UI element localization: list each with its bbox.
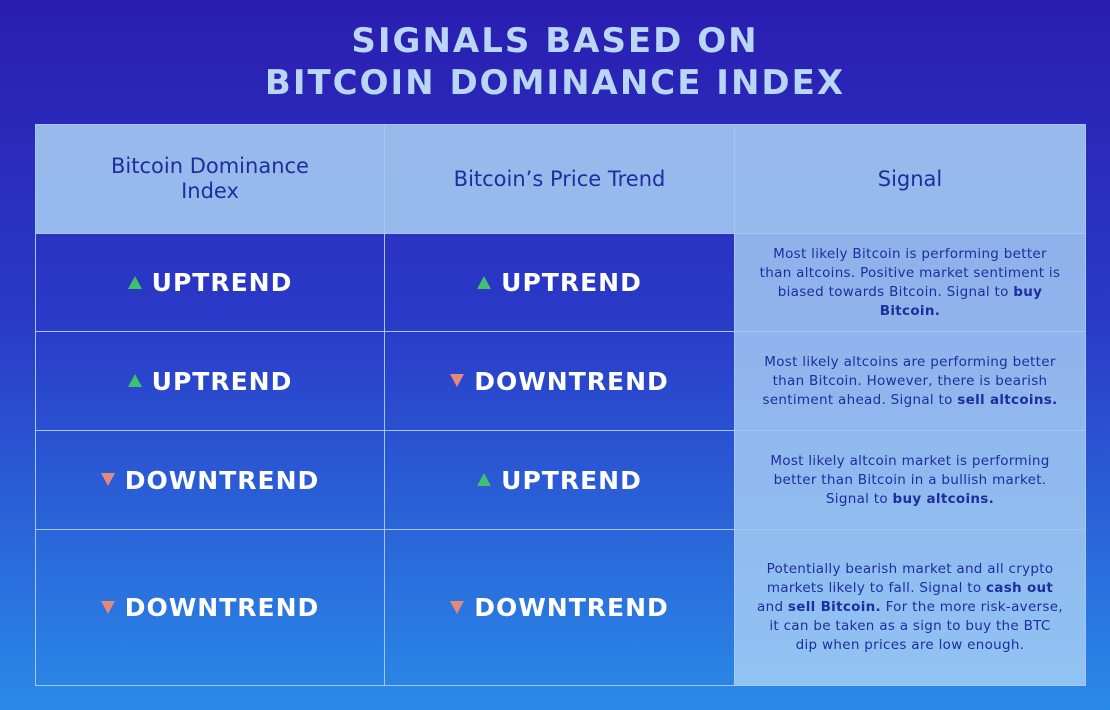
signal-text: Most likely altcoin market is performing… <box>770 452 1050 507</box>
table-row: UPTREND UPTREND Most likely Bitcoin is per… <box>35 233 1086 332</box>
signal-text: buy altcoins. <box>892 490 995 507</box>
signal-cell: Most likely altcoin market is performing… <box>734 430 1086 530</box>
title-line: SIGNALS BASED ON <box>351 21 759 61</box>
trend-label: UPTREND <box>151 366 293 396</box>
trend-arrow <box>450 600 465 614</box>
trend-cell: DOWNTREND <box>384 529 735 686</box>
trend-arrow <box>100 473 115 486</box>
trend-cell: UPTREND <box>384 430 735 530</box>
signal-text: and <box>757 599 788 615</box>
signal-text: Most likely altcoins are performing bett… <box>762 353 1056 408</box>
trend-cell: DOWNTREND <box>384 331 735 431</box>
signal-cell: Potentially bearish market and all crypt… <box>734 529 1086 686</box>
signal-cell: Most likely altcoins are performing bett… <box>734 331 1086 431</box>
title: SIGNALS BASED ON BITCOIN DOMINANCE INDEX <box>0 20 1110 104</box>
trend-label: DOWNTREND <box>474 366 669 396</box>
signal-cell: Most likely Bitcoin is performing better… <box>734 233 1086 332</box>
table-row: UPTREND DOWNTREND Most likely altcoins are… <box>35 331 1086 431</box>
trend-arrow <box>477 275 492 289</box>
trend-label: UPTREND <box>151 268 293 297</box>
table-row: DOWNTREND DOWNTREND Potentially bearish ma… <box>35 529 1086 686</box>
trend-cell: UPTREND <box>35 233 385 332</box>
column-header: Bitcoin’s Price Trend <box>384 124 735 234</box>
title-line: BITCOIN DOMINANCE INDEX <box>264 63 846 103</box>
signal-text: sell Bitcoin. <box>787 599 881 615</box>
signal-text: cash out <box>985 580 1054 596</box>
trend-label: UPTREND <box>501 268 642 297</box>
signal-text: buy Bitcoin. <box>879 283 1043 319</box>
trend-cell: DOWNTREND <box>35 430 385 530</box>
trend-arrow <box>127 374 142 387</box>
trend-label: DOWNTREND <box>124 465 320 495</box>
table-body: UPTREND UPTREND Most likely Bitcoin is per… <box>35 233 1086 686</box>
column-header: Signal <box>734 124 1086 234</box>
header-row: Bitcoin Dominance Index Bitcoin’s Price T… <box>35 124 1086 234</box>
trend-arrow <box>477 473 492 486</box>
trend-arrow <box>100 600 115 614</box>
trend-arrow <box>127 275 142 289</box>
signal-text: For the more risk-averse, it can be take… <box>769 599 1063 653</box>
trend-cell: UPTREND <box>35 331 385 431</box>
signal-text: Most likely Bitcoin is performing better… <box>759 245 1061 300</box>
signals-table: Bitcoin Dominance Index Bitcoin’s Price T… <box>35 124 1086 686</box>
trend-arrow <box>450 374 465 387</box>
trend-label: DOWNTREND <box>474 593 669 622</box>
trend-cell: UPTREND <box>384 233 735 332</box>
trend-label: DOWNTREND <box>124 593 320 622</box>
table-row: DOWNTREND UPTREND Most likely altcoin mark… <box>35 430 1086 530</box>
column-header: Bitcoin Dominance Index <box>35 124 385 234</box>
trend-cell: DOWNTREND <box>35 529 385 686</box>
trend-label: UPTREND <box>501 465 642 495</box>
signal-text: Potentially bearish market and all crypt… <box>766 561 1054 596</box>
signal-text: sell altcoins. <box>957 391 1058 408</box>
